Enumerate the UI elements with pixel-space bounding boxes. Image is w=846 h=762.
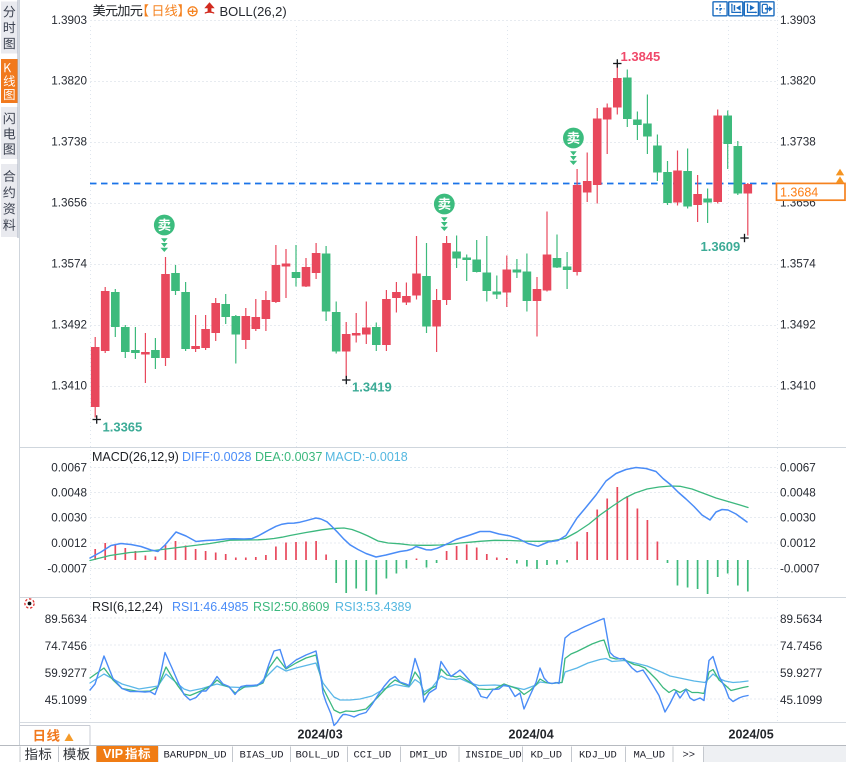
- svg-text:1.3410: 1.3410: [780, 380, 816, 393]
- svg-text:DIFF:0.0028: DIFF:0.0028: [182, 450, 252, 464]
- svg-text:1.3492: 1.3492: [780, 319, 816, 332]
- svg-text:RSI(6,12,24): RSI(6,12,24): [92, 600, 163, 614]
- svg-text:2024/03: 2024/03: [298, 728, 343, 742]
- svg-text:74.7456: 74.7456: [45, 640, 87, 653]
- svg-text:1.3903: 1.3903: [51, 14, 87, 27]
- svg-text:BOLL(26,2): BOLL(26,2): [220, 4, 287, 19]
- svg-text:RSI3:53.4389: RSI3:53.4389: [335, 600, 411, 614]
- svg-text:-0.0007: -0.0007: [780, 563, 820, 576]
- svg-text:BIAS_UD: BIAS_UD: [240, 750, 284, 762]
- svg-text:1.3574: 1.3574: [51, 258, 87, 271]
- svg-text:2024/05: 2024/05: [729, 728, 774, 742]
- svg-text:1.3845: 1.3845: [621, 49, 661, 64]
- svg-text:>>: >>: [683, 750, 696, 762]
- svg-text:59.9277: 59.9277: [780, 667, 822, 680]
- svg-text:0.0067: 0.0067: [780, 462, 816, 475]
- svg-text:KDJ_UD: KDJ_UD: [579, 750, 617, 762]
- svg-text:45.1099: 45.1099: [780, 694, 822, 707]
- svg-text:MACD:-0.0018: MACD:-0.0018: [325, 450, 408, 464]
- svg-text:0.0067: 0.0067: [51, 462, 87, 475]
- svg-text:MA_UD: MA_UD: [634, 750, 666, 762]
- svg-text:RSI2:50.8609: RSI2:50.8609: [253, 600, 329, 614]
- svg-text:1.3820: 1.3820: [51, 75, 87, 88]
- svg-text:BARUPDN_UD: BARUPDN_UD: [164, 750, 227, 762]
- svg-text:CCI_UD: CCI_UD: [354, 750, 392, 762]
- svg-text:DMI_UD: DMI_UD: [410, 750, 448, 762]
- svg-text:89.5634: 89.5634: [45, 613, 88, 626]
- svg-text:0.0030: 0.0030: [780, 512, 816, 525]
- svg-text:0.0012: 0.0012: [51, 537, 87, 550]
- svg-text:0.0012: 0.0012: [780, 537, 816, 550]
- svg-text:1.3738: 1.3738: [780, 136, 816, 149]
- svg-text:0.0048: 0.0048: [51, 487, 87, 500]
- svg-text:BOLL_UD: BOLL_UD: [296, 750, 340, 762]
- svg-text:2024/04: 2024/04: [509, 728, 554, 742]
- svg-text:RSI1:46.4985: RSI1:46.4985: [172, 600, 248, 614]
- svg-text:1.3410: 1.3410: [51, 380, 87, 393]
- svg-text:KD_UD: KD_UD: [531, 750, 563, 762]
- svg-text:1.3419: 1.3419: [352, 380, 392, 395]
- svg-text:VIP: VIP: [103, 747, 123, 761]
- svg-text:45.1099: 45.1099: [45, 694, 87, 707]
- svg-text:59.9277: 59.9277: [45, 667, 87, 680]
- svg-text:-0.0007: -0.0007: [47, 563, 87, 576]
- svg-text:1.3609: 1.3609: [701, 239, 741, 254]
- svg-text:1.3903: 1.3903: [780, 14, 816, 27]
- svg-text:1.3492: 1.3492: [51, 319, 87, 332]
- svg-text:89.5634: 89.5634: [780, 613, 823, 626]
- svg-text:74.7456: 74.7456: [780, 640, 822, 653]
- svg-text:0.0048: 0.0048: [780, 487, 816, 500]
- svg-text:1.3738: 1.3738: [51, 136, 87, 149]
- svg-text:1.3656: 1.3656: [51, 197, 87, 210]
- svg-text:0.0030: 0.0030: [51, 512, 87, 525]
- svg-text:1.3820: 1.3820: [780, 75, 816, 88]
- svg-text:1.3365: 1.3365: [103, 420, 143, 435]
- svg-text:DEA:0.0037: DEA:0.0037: [255, 450, 322, 464]
- svg-text:MACD(26,12,9): MACD(26,12,9): [92, 450, 179, 464]
- svg-text:1.3684: 1.3684: [780, 185, 818, 199]
- svg-text:1.3574: 1.3574: [780, 258, 816, 271]
- svg-text:INSIDE_UD: INSIDE_UD: [465, 750, 522, 762]
